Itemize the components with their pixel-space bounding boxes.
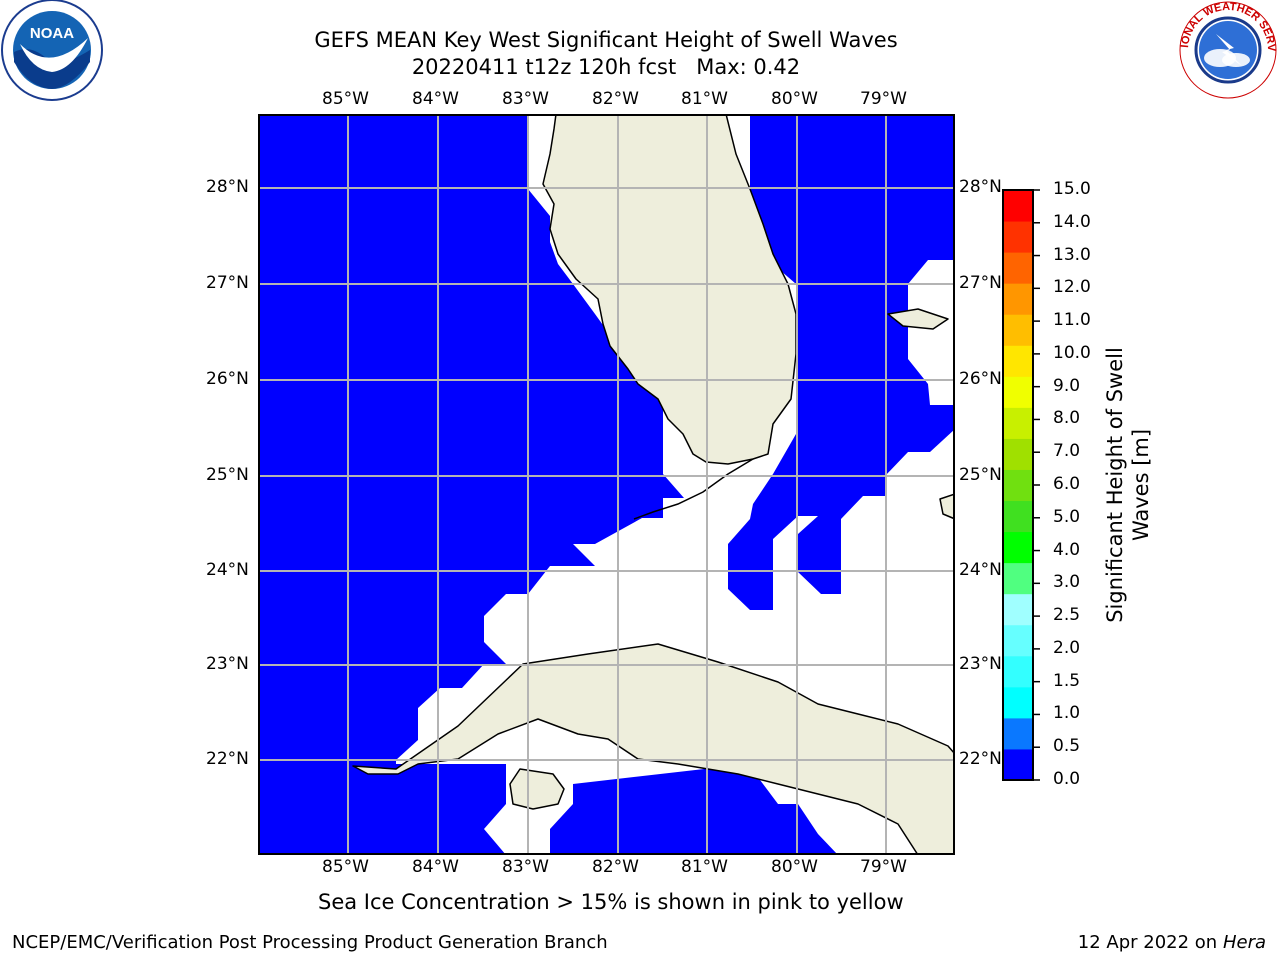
colorbar-tick-label: 0.0 [1053, 769, 1081, 789]
colorbar-segment [1003, 562, 1033, 595]
colorbar-label-line1: Significant Height of Swell [1103, 347, 1127, 623]
colorbar-segment [1003, 686, 1033, 719]
colorbar-segment [1003, 438, 1033, 470]
footer-host: Hera [1222, 932, 1266, 953]
south-gulf-swell-region [258, 764, 506, 855]
colorbar-label-line2: Waves [m] [1129, 428, 1153, 542]
landmass [352, 114, 955, 855]
colorbar-label: Significant Height of Swell Waves [m] [1102, 347, 1154, 623]
colorbar-tick-label: 4.0 [1053, 539, 1081, 560]
colorbar-segment [1003, 314, 1033, 346]
colorbar-segment [1003, 283, 1033, 315]
gulf-swell-region [258, 114, 684, 784]
lat-label-right: 26°N [959, 369, 1002, 389]
lat-label-left: 23°N [206, 654, 249, 674]
yucatan-swell-region [550, 764, 838, 855]
lon-label-bottom: 80°W [771, 857, 818, 877]
colorbar-tick-label: 1.0 [1053, 703, 1081, 724]
lon-label-top: 85°W [322, 89, 369, 109]
colorbar-segment [1003, 500, 1033, 533]
map-panel [258, 114, 955, 855]
lon-label-bottom: 81°W [681, 857, 728, 877]
lon-label-top: 81°W [681, 89, 728, 109]
bahamas-grand [887, 308, 949, 330]
lon-label-bottom: 79°W [860, 857, 907, 877]
colorbar-tick-label: 8.0 [1053, 408, 1081, 429]
footer-date: 12 Apr 2022 on Hera [1078, 932, 1266, 953]
colorbar-tick-label: 2.5 [1053, 605, 1081, 626]
lat-label-left: 28°N [206, 177, 249, 197]
lat-label-right: 28°N [959, 177, 1002, 197]
lon-label-bottom: 83°W [502, 857, 549, 877]
chart-title: GEFS MEAN Key West Significant Height of… [314, 28, 898, 52]
colorbar-tick-label: 11.0 [1053, 310, 1091, 331]
lon-label-bottom: 84°W [412, 857, 459, 877]
chart-subtitle: 20220411 t12z 120h fcst Max: 0.42 [411, 55, 801, 79]
lon-label-top: 83°W [502, 89, 549, 109]
colorbar-tick-label: 12.0 [1053, 277, 1091, 298]
florida-land [542, 114, 797, 465]
lon-label-bottom: 82°W [592, 857, 639, 877]
sea-ice-note: Sea Ice Concentration > 15% is shown in … [318, 890, 904, 914]
colorbar-tick-label: 15.0 [1053, 179, 1091, 199]
colorbar-segment [1003, 624, 1033, 657]
colorbar-segment [1003, 748, 1033, 781]
colorbar-tick-label: 9.0 [1053, 375, 1081, 396]
footer-credit: NCEP/EMC/Verification Post Processing Pr… [12, 932, 608, 953]
noaa-logo: NOAA [1, 0, 103, 101]
colorbar-tick-label: 5.0 [1053, 506, 1081, 527]
lat-label-left: 22°N [206, 749, 249, 769]
lat-label-right: 27°N [959, 273, 1002, 293]
colorbar-segment [1003, 345, 1033, 377]
atlantic-swell-region [728, 114, 955, 610]
colorbar-tick-label: 14.0 [1053, 211, 1091, 232]
colorbar-tick-label: 0.5 [1053, 736, 1081, 757]
colorbar-tick-label: 13.0 [1053, 244, 1091, 265]
colorbar-tick-label: 6.0 [1053, 474, 1081, 494]
colorbar-segment [1003, 717, 1033, 750]
swell-field [258, 114, 955, 855]
lat-label-left: 26°N [206, 369, 249, 389]
svg-text:NOAA: NOAA [30, 25, 74, 42]
nws-logo: NATIONAL WEATHER SERVICE [1176, 0, 1277, 99]
colorbar-segment [1003, 190, 1033, 222]
colorbar-segment [1003, 469, 1033, 502]
colorbar-tick-label: 3.0 [1053, 572, 1081, 593]
lat-label-right: 24°N [959, 560, 1002, 580]
colorbar [1002, 189, 1040, 781]
lat-label-right: 25°N [959, 465, 1002, 485]
lat-label-right: 22°N [959, 749, 1002, 769]
florida-keys [633, 458, 754, 520]
colorbar-segment [1003, 221, 1033, 253]
lat-label-right: 23°N [959, 654, 1002, 674]
colorbar-segment [1003, 593, 1033, 626]
colorbar-segment [1003, 252, 1033, 284]
lat-label-left: 25°N [206, 465, 249, 485]
graticule [258, 114, 955, 855]
lon-label-top: 80°W [771, 89, 818, 109]
lon-label-bottom: 85°W [322, 857, 369, 877]
colorbar-segment [1003, 407, 1033, 439]
colorbar-tick-label: 2.0 [1053, 637, 1081, 658]
bahamas-andros [939, 493, 955, 520]
footer-date-text: 12 Apr 2022 on [1077, 932, 1223, 953]
lon-label-top: 79°W [860, 89, 907, 109]
lat-label-left: 27°N [206, 273, 249, 293]
lat-label-left: 24°N [206, 560, 249, 580]
colorbar-segment [1003, 376, 1033, 408]
isla-juventud [509, 768, 565, 810]
lon-label-top: 82°W [592, 89, 639, 109]
colorbar-segment [1003, 531, 1033, 564]
lon-label-top: 84°W [412, 89, 459, 109]
colorbar-tick-label: 1.5 [1053, 670, 1081, 691]
colorbar-tick-label: 7.0 [1053, 441, 1081, 462]
colorbar-tick-label: 10.0 [1053, 342, 1091, 363]
colorbar-segment [1003, 655, 1033, 688]
